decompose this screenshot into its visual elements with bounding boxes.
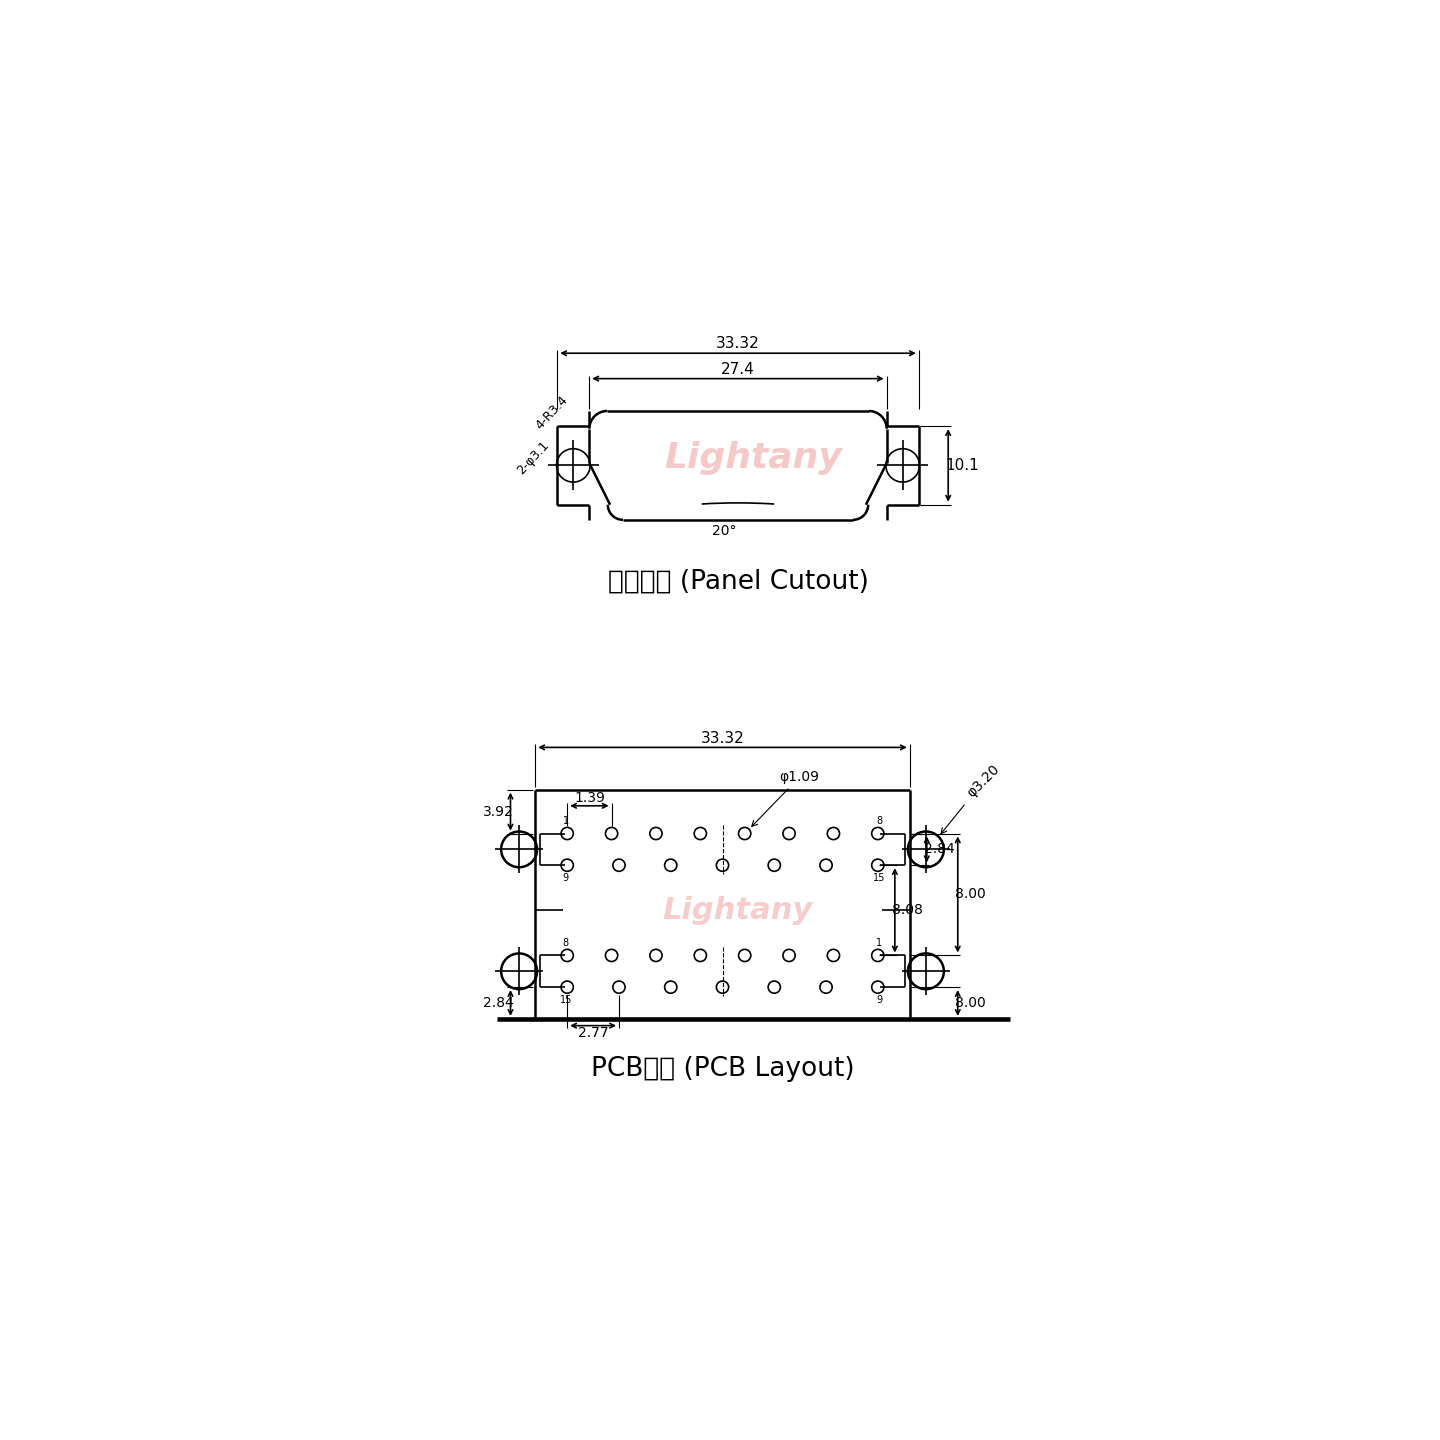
Text: 1: 1 bbox=[563, 816, 569, 827]
Text: 27.4: 27.4 bbox=[721, 361, 755, 377]
Text: 15: 15 bbox=[560, 995, 572, 1005]
Text: Lightany: Lightany bbox=[662, 896, 814, 924]
Text: 20°: 20° bbox=[711, 524, 736, 537]
Text: 3.92: 3.92 bbox=[482, 805, 514, 818]
Text: PCB布局 (PCB Layout): PCB布局 (PCB Layout) bbox=[590, 1056, 854, 1081]
Text: 2.77: 2.77 bbox=[577, 1027, 608, 1040]
Text: 8.00: 8.00 bbox=[955, 996, 985, 1009]
Text: 9: 9 bbox=[877, 995, 883, 1005]
Text: Lightany: Lightany bbox=[665, 441, 842, 475]
Text: 8.00: 8.00 bbox=[955, 887, 985, 901]
Text: 33.32: 33.32 bbox=[701, 730, 744, 746]
Text: 15: 15 bbox=[873, 873, 886, 883]
Text: 2.84: 2.84 bbox=[482, 996, 514, 1009]
Text: 1: 1 bbox=[877, 937, 883, 948]
Text: 8.08: 8.08 bbox=[891, 903, 923, 917]
Text: 面板开孔 (Panel Cutout): 面板开孔 (Panel Cutout) bbox=[608, 569, 868, 595]
Text: 4-R3.4: 4-R3.4 bbox=[533, 393, 570, 432]
Text: 9: 9 bbox=[563, 873, 569, 883]
Text: 10.1: 10.1 bbox=[945, 458, 979, 472]
Text: φ3.20: φ3.20 bbox=[940, 762, 1002, 834]
Text: 33.32: 33.32 bbox=[716, 337, 760, 351]
Text: 2-φ3.1: 2-φ3.1 bbox=[514, 439, 552, 477]
Text: 8: 8 bbox=[563, 937, 569, 948]
Text: 2.84: 2.84 bbox=[924, 842, 955, 857]
Text: 1.39: 1.39 bbox=[575, 791, 605, 805]
Text: 8: 8 bbox=[877, 816, 883, 827]
Text: φ1.09: φ1.09 bbox=[752, 770, 819, 827]
